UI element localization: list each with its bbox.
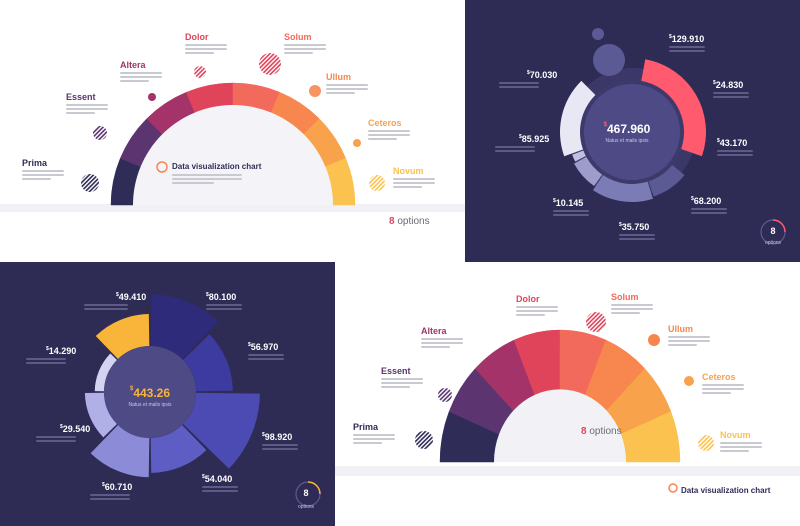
value-7: $14.290 — [46, 346, 77, 356]
radial-slice-8 — [95, 314, 150, 359]
value-6: $10.145 — [553, 198, 584, 208]
radial-total: $443.26 — [129, 386, 171, 400]
label-solum: Solum — [284, 32, 312, 42]
chart-title: Data visualization chart — [172, 162, 262, 171]
radial-slice-5 — [90, 425, 150, 478]
value-4: $54.040 — [202, 474, 233, 484]
options-caption: 8 options — [581, 426, 622, 437]
decor-circle — [81, 174, 99, 192]
options-count: 8 — [770, 226, 776, 236]
radial-slice-3 — [183, 392, 260, 469]
label-ullum: Ullum — [326, 72, 352, 82]
label-solum: Solum — [611, 292, 639, 302]
panel-donut: $129.910 $24.830 $43.170 $68.200 $35.750… — [465, 0, 800, 262]
value-3: $98.920 — [262, 432, 293, 442]
label-essent: Essent — [381, 366, 411, 376]
donut-slice-2 — [672, 150, 693, 172]
radial-slice-4 — [150, 425, 207, 473]
radial-slice-1 — [150, 294, 219, 359]
label-ceteros: Ceteros — [702, 372, 736, 382]
label-ceteros: Ceteros — [368, 118, 402, 128]
value-2: $56.970 — [248, 342, 279, 352]
label-novum: Novum — [720, 430, 751, 440]
value-2: $24.830 — [713, 80, 744, 90]
label-dolor: Dolor — [516, 294, 540, 304]
decor-circle — [586, 312, 606, 332]
donut-slice-6 — [572, 150, 586, 162]
chart-title: Data visualization chart — [681, 486, 771, 495]
label-prima: Prima — [353, 422, 379, 432]
inner-hole — [494, 389, 626, 462]
label-altera: Altera — [421, 326, 447, 336]
chart-baseline — [0, 204, 465, 212]
donut-total: $467.960 — [603, 122, 651, 136]
decor-circle — [698, 435, 714, 451]
decor-circle — [505, 358, 513, 366]
decor-circle — [684, 376, 694, 386]
donut-center — [584, 84, 680, 180]
donut-chart — [560, 28, 786, 245]
radial-slice-6 — [84, 392, 117, 438]
radial-chart — [84, 294, 321, 507]
radial-center — [104, 346, 196, 438]
value-8: $70.030 — [527, 70, 558, 80]
donut-slice-7 — [560, 80, 596, 157]
decor-circle — [259, 53, 281, 75]
value-6: $29.540 — [60, 424, 91, 434]
options-label: options — [297, 504, 315, 510]
radial-slice-7 — [94, 353, 117, 392]
donut-slice-8 — [587, 67, 643, 95]
value-7: $85.925 — [519, 134, 550, 144]
value-1: $80.100 — [206, 292, 237, 302]
decor-circle — [93, 126, 107, 140]
donut-slice-4 — [592, 175, 653, 202]
radial-slice-2 — [183, 334, 233, 392]
panel-half-donut: Prima Essent Altera Dolor Solum Ullum Ce… — [0, 0, 465, 262]
value-5: $60.710 — [102, 482, 133, 492]
decor-circle — [194, 66, 206, 78]
decor-circle — [438, 388, 452, 402]
decor-circle — [369, 175, 385, 191]
label-novum: Novum — [393, 166, 424, 176]
half-donut-chart — [0, 53, 465, 212]
3d-half-donut-chart — [335, 312, 800, 493]
chart-logo-icon — [668, 483, 678, 493]
options-count: 8 — [303, 488, 309, 498]
decor-circle — [593, 44, 625, 76]
label-prima: Prima — [22, 158, 48, 168]
radial-total-caption: Natus et malis ipsis — [128, 402, 172, 408]
donut-slice-1 — [641, 59, 706, 157]
donut-total-caption: Natus et malis ipsis — [605, 138, 649, 144]
options-caption: 8 options — [389, 216, 430, 227]
decor-circle — [546, 337, 560, 351]
options-label: options — [764, 240, 782, 246]
options-ring-accent — [772, 219, 786, 233]
value-8: $49.410 — [116, 292, 147, 302]
value-3: $43.170 — [717, 138, 748, 148]
chart-logo-icon — [156, 161, 168, 173]
label-essent: Essent — [66, 92, 96, 102]
label-ullum: Ullum — [668, 324, 694, 334]
donut-slice-3 — [648, 164, 685, 197]
donut-slice-5 — [574, 156, 603, 187]
chart-baseline — [335, 466, 800, 476]
decor-circle — [415, 431, 433, 449]
panel-radial: $80.100 $56.970 $98.920 $54.040 $60.710 … — [0, 262, 335, 526]
panel-3d-half-donut: Prima Essent Altera Dolor Solum Ullum Ce… — [335, 262, 800, 526]
inner-hole — [133, 105, 333, 205]
decor-circle — [592, 28, 604, 40]
value-4: $68.200 — [691, 196, 722, 206]
decor-circle — [148, 93, 156, 101]
label-dolor: Dolor — [185, 32, 209, 42]
decor-circle — [648, 334, 660, 346]
label-altera: Altera — [120, 60, 146, 70]
value-1: $129.910 — [669, 34, 705, 44]
decor-circle — [353, 139, 361, 147]
decor-circle — [309, 85, 321, 97]
options-ring-accent — [307, 481, 321, 495]
value-5: $35.750 — [619, 222, 650, 232]
